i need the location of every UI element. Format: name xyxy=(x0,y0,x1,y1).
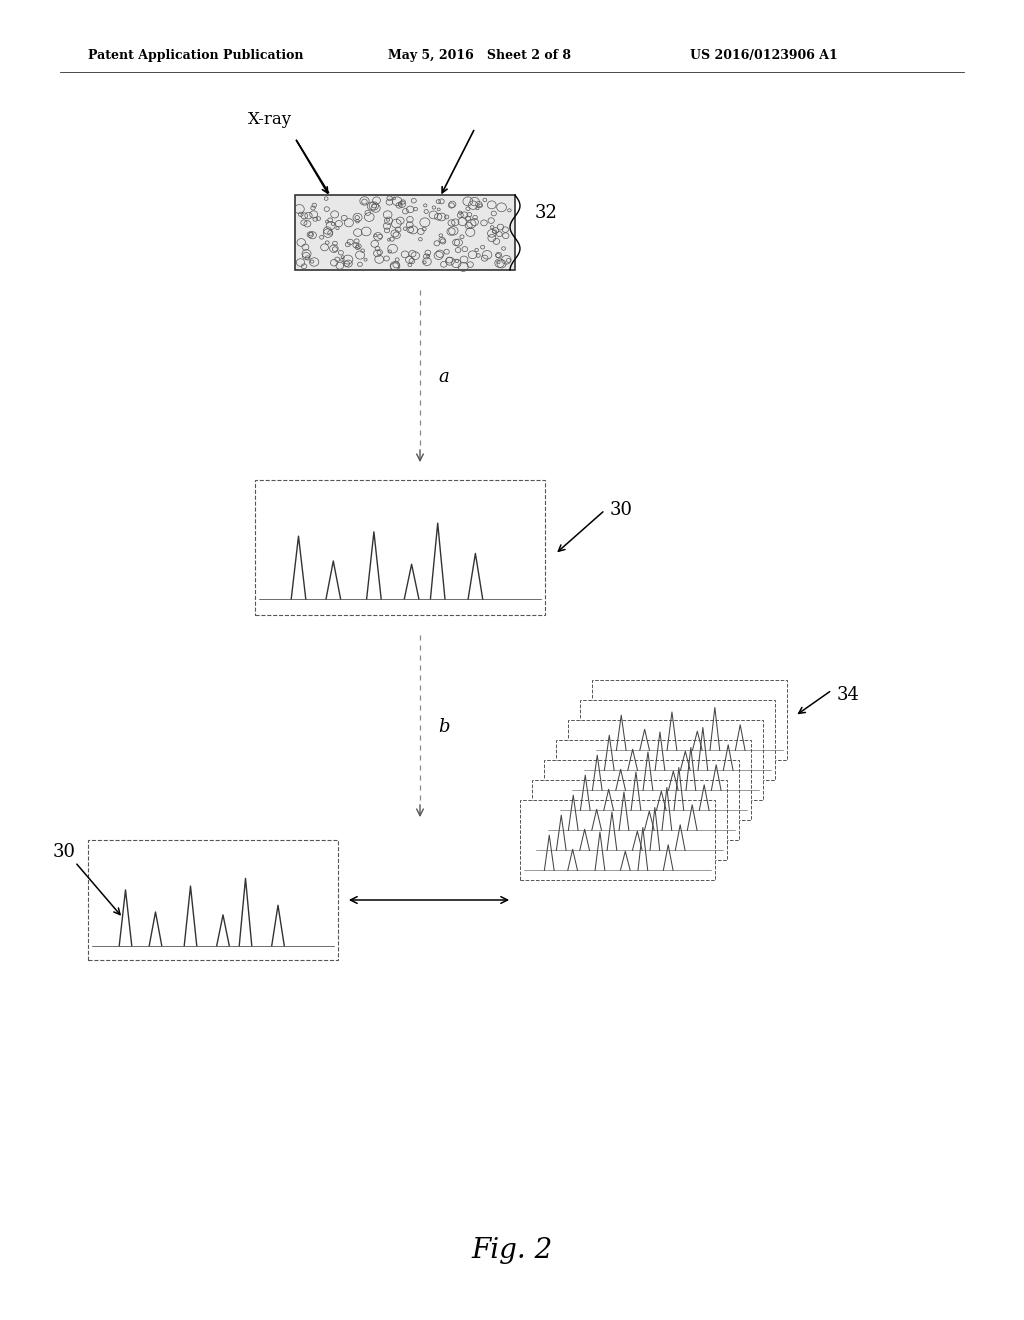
Text: 34: 34 xyxy=(837,686,860,704)
Text: 32: 32 xyxy=(535,205,558,222)
Bar xyxy=(592,680,787,760)
Bar xyxy=(568,719,763,800)
Bar xyxy=(556,741,751,820)
Text: 30: 30 xyxy=(53,843,76,861)
Bar xyxy=(520,800,715,880)
Bar xyxy=(88,840,338,960)
Bar xyxy=(255,480,545,615)
Text: May 5, 2016   Sheet 2 of 8: May 5, 2016 Sheet 2 of 8 xyxy=(388,49,571,62)
Text: a: a xyxy=(438,368,449,385)
Bar xyxy=(580,700,775,780)
Text: Patent Application Publication: Patent Application Publication xyxy=(88,49,303,62)
Bar xyxy=(532,780,727,861)
Text: Fig. 2: Fig. 2 xyxy=(471,1237,553,1263)
Text: X-ray: X-ray xyxy=(248,111,292,128)
Text: b: b xyxy=(438,718,450,737)
Text: US 2016/0123906 A1: US 2016/0123906 A1 xyxy=(690,49,838,62)
Text: 30: 30 xyxy=(610,502,633,519)
Bar xyxy=(544,760,739,840)
Bar xyxy=(295,195,515,271)
